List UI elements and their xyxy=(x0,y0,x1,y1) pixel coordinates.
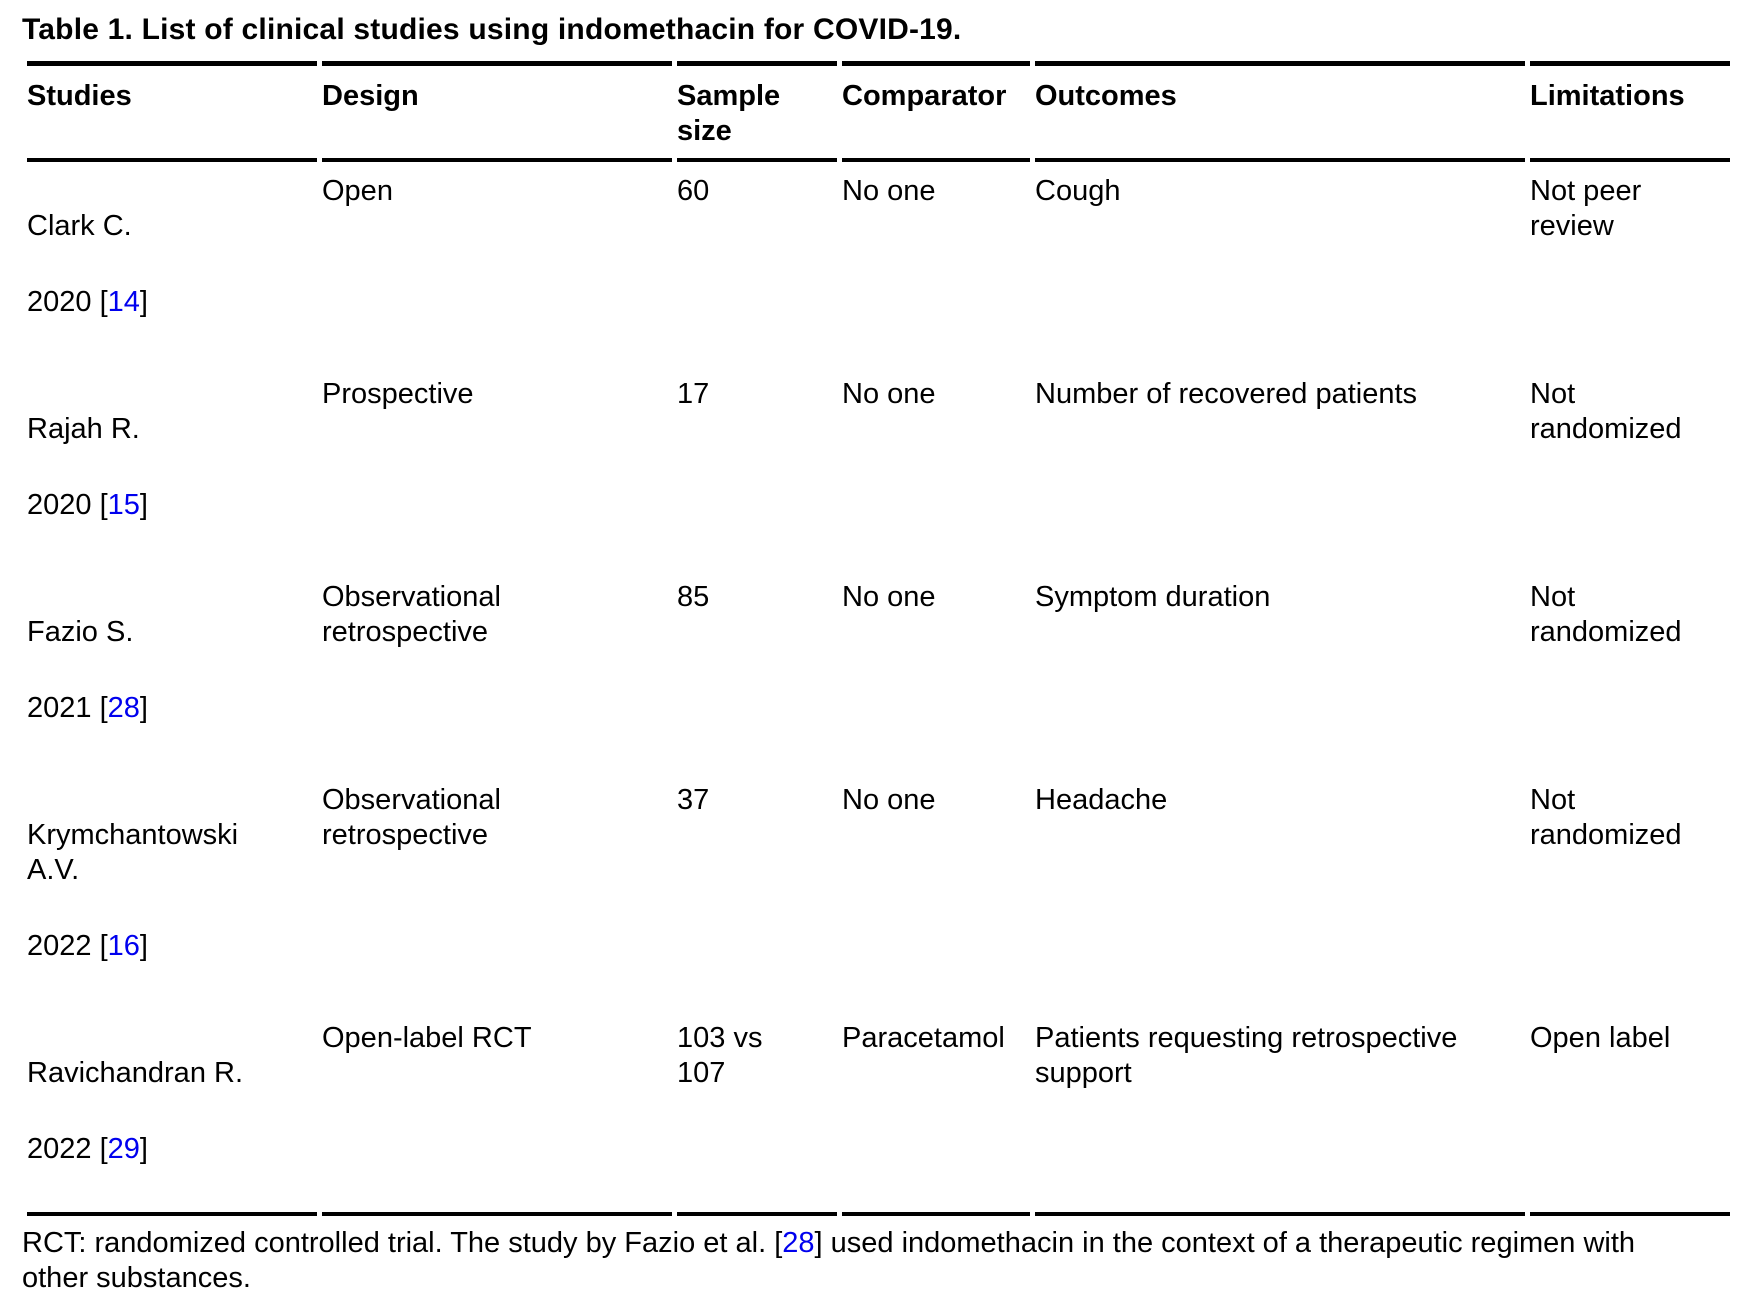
header-row: Studies Design Sample size Comparator Ou… xyxy=(27,61,1730,162)
cell-sample-size: 37 xyxy=(677,784,710,816)
cell-sample-size: 17 xyxy=(677,378,710,410)
column-header-limitations: Limitations xyxy=(1530,61,1730,162)
study-year-text: 2022 [ xyxy=(27,930,108,962)
clinical-studies-table: Studies Design Sample size Comparator Ou… xyxy=(22,61,1735,1216)
cell-outcomes: Cough xyxy=(1035,175,1121,207)
table-footnote: RCT: randomized controlled trial. The st… xyxy=(22,1226,1735,1296)
cell-design: Open-label RCT xyxy=(322,1009,672,1216)
study-year: 2021 [28] xyxy=(27,691,311,726)
cell-limitations: Not peer review xyxy=(1530,175,1642,242)
study-year-bracket: ] xyxy=(139,286,148,318)
study-year-bracket: ] xyxy=(139,930,148,962)
study-year: 2020 [15] xyxy=(27,488,311,523)
table-row: Fazio S. 2021 [28] Observational retrosp… xyxy=(27,568,1730,771)
study-name: Rajah R. xyxy=(27,413,140,445)
cell-design: Observational retrospective xyxy=(322,581,501,648)
reference-link[interactable]: 28 xyxy=(782,1227,815,1259)
study-year-text: 2020 [ xyxy=(27,489,108,521)
cell-sample-size: 85 xyxy=(677,581,710,613)
cell-design: Prospective xyxy=(322,378,474,410)
cell-design: Open xyxy=(322,175,393,207)
cell-outcomes: Symptom duration xyxy=(1035,581,1271,613)
study-year-bracket: ] xyxy=(139,692,148,724)
cell-sample-size: 60 xyxy=(677,175,710,207)
cell-comparator: No one xyxy=(842,581,936,613)
cell-limitations: Not randomized xyxy=(1530,784,1682,851)
column-header-comparator: Comparator xyxy=(842,61,1030,162)
study-year: 2022 [29] xyxy=(27,1132,311,1167)
study-name: Fazio S. xyxy=(27,616,134,648)
cell-outcomes: Number of recovered patients xyxy=(1035,378,1418,410)
cell-comparator: Paracetamol xyxy=(842,1009,1030,1216)
cell-comparator: No one xyxy=(842,175,936,207)
study-year-text: 2020 [ xyxy=(27,286,108,318)
reference-link[interactable]: 14 xyxy=(107,286,140,318)
study-year-bracket: ] xyxy=(139,1133,148,1165)
column-header-sample-size: Sample size xyxy=(677,61,837,162)
table-row: Ravichandran R. 2022 [29] Open-label RCT… xyxy=(27,1009,1730,1216)
reference-link[interactable]: 28 xyxy=(107,692,140,724)
cell-studies: Ravichandran R. 2022 [29] xyxy=(27,1009,317,1216)
cell-design: Observational retrospective xyxy=(322,784,501,851)
table-row: Rajah R. 2020 [15] Prospective 17 No one… xyxy=(27,365,1730,568)
cell-limitations: Not randomized xyxy=(1530,378,1682,445)
column-header-design: Design xyxy=(322,61,672,162)
study-year-text: 2022 [ xyxy=(27,1133,108,1165)
table-row: Krymchantowski A.V. 2022 [16] Observatio… xyxy=(27,771,1730,1009)
reference-link[interactable]: 15 xyxy=(107,489,140,521)
cell-limitations: Open label xyxy=(1530,1009,1730,1216)
cell-sample-size: 103 vs 107 xyxy=(677,1009,837,1216)
footnote-text: RCT: randomized controlled trial. The st… xyxy=(22,1227,783,1259)
cell-comparator: No one xyxy=(842,784,936,816)
column-header-outcomes: Outcomes xyxy=(1035,61,1525,162)
reference-link[interactable]: 16 xyxy=(107,930,140,962)
table-title: Table 1. List of clinical studies using … xyxy=(22,13,962,46)
cell-studies: Rajah R. 2020 [15] xyxy=(27,365,317,568)
study-name: Krymchantowski A.V. xyxy=(27,819,239,886)
reference-link[interactable]: 29 xyxy=(107,1133,140,1165)
table-row: Clark C. 2020 [14] Open 60 No one Cough … xyxy=(27,162,1730,365)
study-year: 2020 [14] xyxy=(27,285,311,320)
study-name: Clark C. xyxy=(27,210,132,242)
cell-outcomes: Patients requesting retrospective suppor… xyxy=(1035,1009,1525,1216)
study-year: 2022 [16] xyxy=(27,929,311,964)
study-year-bracket: ] xyxy=(139,489,148,521)
study-year-text: 2021 [ xyxy=(27,692,108,724)
cell-limitations: Not randomized xyxy=(1530,581,1682,648)
cell-comparator: No one xyxy=(842,378,936,410)
column-header-studies: Studies xyxy=(27,61,317,162)
study-name: Ravichandran R. xyxy=(27,1057,243,1089)
cell-outcomes: Headache xyxy=(1035,784,1168,816)
cell-studies: Clark C. 2020 [14] xyxy=(27,162,317,365)
cell-studies: Fazio S. 2021 [28] xyxy=(27,568,317,771)
table-figure: Table 1. List of clinical studies using … xyxy=(22,12,1735,1296)
cell-studies: Krymchantowski A.V. 2022 [16] xyxy=(27,771,317,1009)
